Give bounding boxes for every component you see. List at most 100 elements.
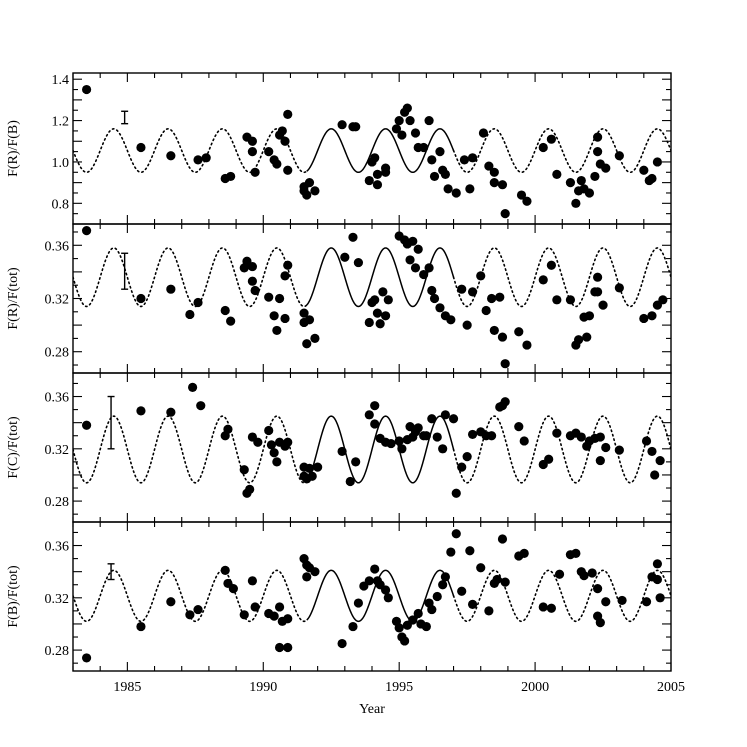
data-point [419,269,429,280]
data-point [280,313,290,324]
data-point [397,130,407,140]
data-point [601,597,611,607]
data-point [394,623,404,633]
data-point [595,455,605,466]
y-tick-label: 0.36 [45,540,70,555]
data-point [340,252,350,262]
data-point [239,465,249,475]
data-point [487,293,497,304]
data-point [307,471,317,481]
data-point [274,602,285,612]
y-axis-title: F(R)/F(tot) [6,267,21,330]
data-point [641,597,652,607]
data-point [400,636,410,646]
data-point [487,431,497,441]
y-tick-label: 0.32 [45,592,70,607]
data-point [269,611,279,621]
data-point [658,295,668,305]
data-point [220,305,230,316]
data-point [383,593,393,603]
data-point [476,563,486,573]
data-point [573,335,584,345]
data-point [380,163,391,173]
data-point [304,315,315,325]
x-tick-label: 1990 [249,680,277,695]
data-point [492,574,502,585]
model-curve-dotted-left [73,569,308,623]
data-point [391,124,402,134]
data-point [440,169,450,179]
data-point [614,283,624,293]
data-point [337,120,347,130]
data-point [310,186,320,196]
data-point [467,153,478,163]
data-point [652,574,663,585]
data-point [337,446,347,457]
y-tick-label: 0.28 [45,346,70,361]
data-point [136,406,146,416]
data-point [514,327,524,337]
data-point [647,173,657,184]
data-point [272,457,282,467]
data-point [370,295,380,305]
data-point [489,178,499,188]
data-point [274,293,285,304]
data-point [427,155,437,165]
data-point [565,295,576,305]
data-point [283,437,293,447]
data-point [266,440,277,450]
data-point [593,132,603,142]
data-point [519,548,529,558]
data-point [579,570,589,581]
data-point [370,419,380,429]
model-curve-dotted-right [452,569,671,623]
x-tick-label: 2000 [521,680,549,695]
data-point [253,437,263,447]
data-point [353,598,364,608]
data-point [193,297,203,308]
y-tick-label: 0.32 [45,293,70,308]
data-point [514,421,524,432]
y-axis-title: F(B)/F(tot) [6,565,21,628]
data-point [239,610,249,620]
data-point [337,638,347,649]
data-point [576,175,586,186]
data-point [484,606,494,616]
data-point [467,429,478,440]
data-point [446,547,456,557]
data-point [639,313,649,324]
data-point [394,436,404,446]
model-curve-solid [306,128,455,174]
data-point [424,263,434,273]
data-point [136,142,146,153]
data-point [383,295,393,305]
data-point [185,309,195,320]
data-point [351,122,361,132]
data-point [476,271,486,281]
data-point [370,564,380,574]
data-point [495,292,505,302]
data-point [652,157,663,167]
data-point [443,184,453,194]
data-point [440,572,450,582]
model-curve-dotted-right [452,415,671,484]
panel-second: 0.28 0.32 0.36 F(R)/F(tot) [6,223,672,374]
data-point [226,316,236,326]
data-point [481,305,491,316]
data-point [413,244,423,254]
model-curve-dotted-left [73,128,308,174]
data-point [446,315,456,325]
data-point [552,169,562,179]
data-point [546,260,557,270]
data-point [593,147,603,157]
data-point [593,584,603,594]
data-point [489,167,499,177]
data-point [250,167,260,177]
data-point [421,431,431,441]
data-point [353,257,364,268]
data-point [497,534,508,544]
data-point [193,155,203,165]
data-point [582,332,592,342]
data-point [593,272,603,282]
data-point [500,577,510,587]
